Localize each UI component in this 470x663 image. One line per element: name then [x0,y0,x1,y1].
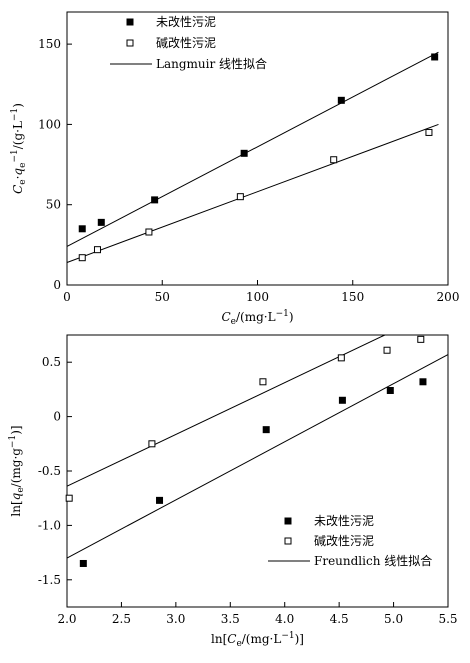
y-axis-title: ln[qe/(mg·g−1)] [8,425,26,516]
y-tick-label: 100 [38,117,61,131]
point-alkali-modified [148,440,156,448]
x-tick-label: 150 [341,290,364,304]
point-unmodified [151,196,159,204]
point-alkali-modified [93,246,101,254]
legend-label: Langmuir 线性拟合 [156,56,267,71]
point-unmodified [240,149,248,157]
point-unmodified [262,426,270,434]
fit-line [66,354,449,559]
y-tick-label: 0.5 [42,355,61,369]
y-axis-title: Ce·qe−1/(g·L−1) [10,103,28,194]
point-alkali-modified [383,346,391,354]
point-alkali-modified [145,228,153,236]
x-axis-title: ln[Ce/(mg·L−1)] [211,631,304,649]
point-alkali-modified [417,335,425,343]
y-tick-label: 0 [53,278,61,292]
x-tick-label: 50 [155,290,170,304]
legend-marker [126,39,134,47]
point-alkali-modified [78,254,86,262]
fit-line [66,334,386,487]
y-tick-label: 50 [46,198,61,212]
point-unmodified [97,218,105,226]
point-unmodified [431,53,439,61]
x-axis-title: Ce/(mg·L−1) [221,309,293,327]
legend-label: Freundlich 线性拟合 [314,553,432,568]
y-tick-label: 0 [53,410,61,424]
fit-line [66,123,439,263]
legend-marker [284,537,292,545]
y-tick-label: -1.5 [38,573,61,587]
legend-marker [126,18,134,26]
x-tick-label: 2.5 [112,612,131,626]
point-alkali-modified [65,494,73,502]
point-alkali-modified [425,128,433,136]
x-tick-label: 3.0 [166,612,185,626]
legend-label: 碱改性污泥 [314,534,374,548]
point-alkali-modified [337,354,345,362]
x-tick-label: 100 [246,290,269,304]
legend-label: 碱改性污泥 [156,36,216,50]
x-tick-label: 5.0 [384,612,403,626]
x-tick-label: 4.0 [275,612,294,626]
point-unmodified [338,396,346,404]
point-unmodified [419,378,427,386]
fit-line [66,51,439,247]
x-tick-label: 200 [437,290,460,304]
point-alkali-modified [330,156,338,164]
point-unmodified [337,96,345,104]
point-unmodified [78,225,86,233]
x-tick-label: 3.5 [221,612,240,626]
plot-frame [66,11,449,286]
x-tick-label: 4.5 [330,612,349,626]
point-unmodified [386,386,394,394]
legend-marker [284,517,292,525]
point-unmodified [79,559,87,567]
point-alkali-modified [236,193,244,201]
freundlich-chart: 2.0 2.5 3.0 3.5 4.0 4.5 5.0 5.5 0.5 0 -0.5 -1.0 -1.5… [8,334,458,649]
y-tick-label: -0.5 [38,464,61,478]
legend-label: 未改性污泥 [156,15,216,29]
x-tick-label: 2.0 [57,612,76,626]
y-tick-label: 150 [38,37,61,51]
y-tick-label: -1.0 [38,518,61,532]
legend-label: 未改性污泥 [314,514,374,528]
x-tick-label: 0 [63,290,71,304]
point-unmodified [156,496,164,504]
x-tick-label: 5.5 [438,612,457,626]
point-alkali-modified [259,378,267,386]
